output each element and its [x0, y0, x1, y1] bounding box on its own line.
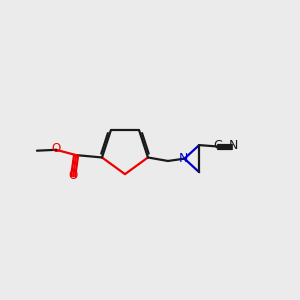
Text: N: N — [228, 139, 238, 152]
Text: C: C — [214, 139, 222, 152]
Text: O: O — [52, 142, 61, 155]
Text: N: N — [179, 152, 188, 165]
Text: O: O — [69, 169, 78, 182]
